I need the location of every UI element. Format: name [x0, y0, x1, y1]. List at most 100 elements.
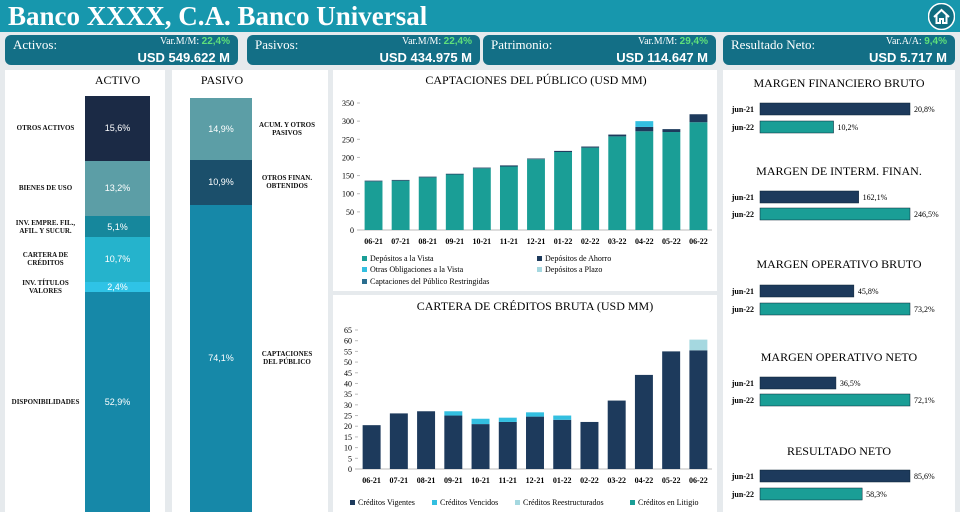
kpi-change-value: 29,4%: [679, 36, 708, 47]
y-tick-label: 350: [342, 99, 354, 108]
value-label: 10,2%: [838, 123, 859, 132]
x-tick-label: 08-21: [417, 476, 436, 485]
legend-swatch: [362, 267, 367, 272]
x-tick-label: 08-21: [418, 237, 437, 246]
legend-swatch: [362, 279, 367, 284]
bar-segment: [689, 350, 708, 469]
category-label: jun-22: [731, 490, 754, 499]
x-tick-label: 03-22: [607, 476, 626, 485]
y-tick-label: 15: [344, 433, 352, 442]
y-tick-label: 10: [344, 444, 352, 453]
legend-label: Depósitos a la Vista: [370, 254, 434, 263]
x-tick-label: 12-21: [526, 476, 545, 485]
segment-label: CAPTACIONES DEL PÚBLICO: [261, 350, 313, 367]
value-label: 162,1%: [863, 193, 888, 202]
bar-segment: [499, 166, 518, 230]
y-tick-label: 200: [342, 153, 354, 162]
kpi-value: USD 114.647 M: [616, 50, 708, 65]
legend-label: Créditos Reestructurados: [523, 498, 604, 507]
value-label: 15,6%: [104, 123, 131, 134]
legend-swatch: [350, 500, 355, 505]
stack-segment: [85, 215, 150, 238]
kpi-change: Var.M/M: 29,4%: [638, 36, 708, 47]
legend-swatch: [630, 500, 635, 505]
stack-segment: [85, 281, 150, 292]
x-tick-label: 11-21: [500, 237, 518, 246]
bar-segment: [662, 132, 681, 230]
bar-segment: [554, 150, 573, 152]
bar-segment: [498, 421, 517, 469]
stack-segment: [85, 96, 150, 161]
bar-segment: [608, 134, 627, 137]
segment-label: INV. TÍTULOS VALORES: [22, 278, 69, 295]
bar-segment: [389, 413, 408, 469]
bar-segment: [527, 159, 545, 230]
legend-label: Créditos en Litigio: [638, 498, 698, 507]
bar: [759, 469, 911, 483]
bar-segment: [581, 146, 600, 148]
value-label: 58,3%: [866, 490, 887, 499]
bar-segment: [581, 147, 600, 230]
home-button[interactable]: [928, 3, 955, 30]
kpi-label: Pasivos:: [255, 37, 299, 52]
category-label: jun-21: [731, 287, 754, 296]
kpi-change-value: 22,4%: [443, 36, 472, 47]
segment-label: ACUM. Y OTROS PASIVOS: [258, 120, 316, 137]
category-label: jun-22: [731, 210, 754, 219]
y-tick-label: 50: [346, 208, 354, 217]
panel: [333, 295, 717, 512]
y-tick-label: 250: [342, 135, 354, 144]
bar-segment: [635, 131, 654, 230]
bar-segment: [364, 180, 383, 182]
value-label: 74,1%: [208, 353, 234, 364]
kpi-card: Patrimonio: Var.M/M: 29,4% USD 114.647 M: [483, 35, 716, 65]
bar-segment: [527, 158, 545, 160]
legend-swatch: [362, 256, 367, 261]
bar-segment: [634, 374, 653, 469]
kpi-value: USD 549.622 M: [137, 50, 231, 65]
y-tick-label: 45: [344, 369, 352, 378]
legend-label: Depósitos de Ahorro: [545, 254, 611, 263]
kpi-label: Patrimonio:: [491, 37, 553, 52]
bar-segment: [662, 351, 681, 469]
kpi-label: Resultado Neto:: [731, 37, 816, 52]
legend-swatch: [432, 500, 437, 505]
kpi-change-value: 22,4%: [201, 36, 230, 47]
value-label: 10,7%: [104, 254, 131, 265]
category-label: jun-21: [731, 105, 754, 114]
value-label: 13,2%: [104, 183, 131, 194]
bar-segment: [445, 173, 464, 175]
chart-title: CARTERA DE CRÉDITOS BRUTA (USD MM): [417, 299, 653, 313]
legend-label: Créditos Vencidos: [440, 498, 498, 507]
value-label: 45,8%: [858, 287, 879, 296]
bar: [759, 102, 911, 116]
bar-segment: [689, 339, 708, 351]
bar: [759, 302, 911, 316]
x-tick-label: 05-22: [662, 476, 681, 485]
y-tick-label: 0: [350, 226, 354, 235]
legend-label: Captaciones del Público Restringidas: [370, 277, 489, 286]
kpi-value: USD 434.975 M: [379, 50, 473, 65]
y-tick-label: 150: [342, 172, 354, 181]
legend-label: Depósitos a Plazo: [545, 265, 602, 274]
kpi-value: USD 5.717 M: [868, 50, 947, 65]
legend-label: Créditos Vigentes: [358, 498, 415, 507]
value-label: 2,4%: [107, 281, 128, 292]
category-label: jun-22: [731, 123, 754, 132]
bar-segment: [472, 167, 491, 169]
y-tick-label: 300: [342, 117, 354, 126]
kpi-change-label: Var.M/M:: [401, 36, 442, 47]
category-label: jun-21: [731, 193, 754, 202]
stack-segment: [190, 98, 252, 160]
value-label: 52,9%: [104, 396, 131, 407]
kpi-change-label: Var.M/M:: [159, 36, 200, 47]
x-tick-label: 10-21: [471, 476, 490, 485]
kpi-card: Pasivos: Var.M/M: 22,4% USD 434.975 M: [247, 35, 480, 65]
x-tick-label: 09-21: [444, 476, 463, 485]
bar-segment: [635, 126, 654, 132]
y-tick-label: 5: [348, 454, 352, 463]
bar-segment: [607, 400, 626, 469]
chart-title: PASIVO: [201, 73, 244, 87]
